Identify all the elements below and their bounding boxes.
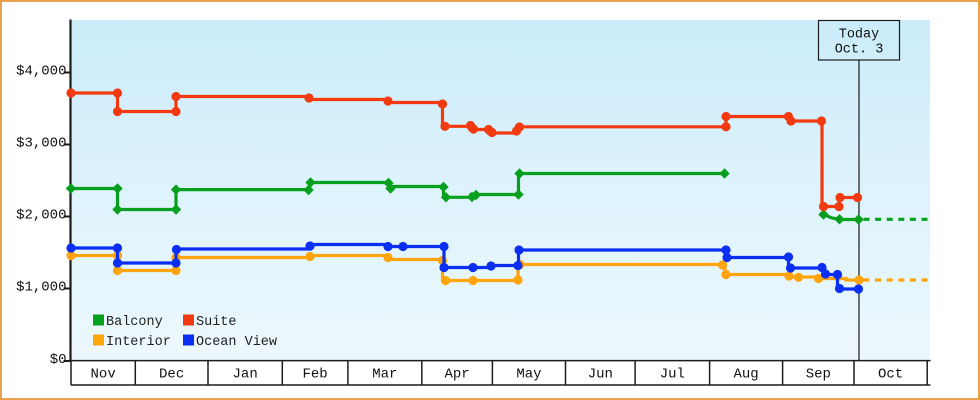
svg-text:Oct: Oct — [878, 367, 903, 383]
svg-text:Jul: Jul — [660, 367, 685, 383]
svg-text:$3,000: $3,000 — [16, 136, 66, 152]
svg-text:Jun: Jun — [588, 367, 613, 383]
svg-text:Mar: Mar — [372, 367, 397, 383]
svg-text:$0: $0 — [50, 352, 67, 368]
svg-text:Today: Today — [839, 28, 880, 43]
svg-text:Ocean View: Ocean View — [196, 335, 277, 350]
svg-text:Feb: Feb — [302, 367, 327, 383]
svg-text:Aug: Aug — [733, 367, 758, 383]
svg-text:Suite: Suite — [196, 315, 237, 330]
svg-text:Dec: Dec — [159, 367, 184, 383]
svg-text:Nov: Nov — [91, 367, 116, 383]
svg-text:$1,000: $1,000 — [16, 280, 66, 296]
svg-text:Interior: Interior — [106, 335, 171, 350]
svg-text:Apr: Apr — [444, 367, 469, 383]
svg-text:Sep: Sep — [806, 367, 831, 383]
svg-text:$2,000: $2,000 — [16, 208, 66, 224]
svg-text:$4,000: $4,000 — [16, 64, 66, 80]
svg-text:May: May — [516, 367, 541, 383]
svg-text:Oct. 3: Oct. 3 — [835, 43, 884, 58]
svg-text:Balcony: Balcony — [106, 315, 163, 330]
svg-text:Jan: Jan — [233, 367, 258, 383]
